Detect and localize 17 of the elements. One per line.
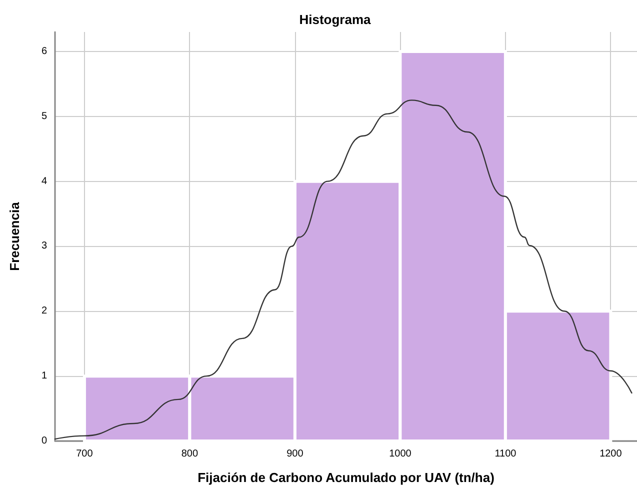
y-tick-label: 3 [41, 240, 48, 252]
y-tick-label: 1 [41, 370, 48, 382]
y-tick-label: 0 [41, 436, 48, 446]
x-tick-label: 1200 [600, 448, 622, 460]
y-axis-title: Frecuencia [7, 201, 22, 271]
x-tick-label: 1100 [494, 448, 517, 460]
x-tick-label: 800 [181, 448, 198, 460]
y-tick-label: 2 [41, 306, 48, 317]
x-tick-label: 700 [76, 448, 94, 460]
x-axis-title: Fijación de Carbono Acumulado por UAV (tn/ha) [198, 470, 494, 485]
chart-title: Histograma [299, 12, 372, 27]
line-series [54, 100, 632, 440]
x-tick-label: 1000 [389, 448, 412, 460]
y-tick-label: 6 [41, 46, 48, 57]
y-tick-label: 4 [41, 176, 48, 187]
y-tick-label: 5 [41, 110, 48, 122]
x-tick-label: 900 [286, 448, 304, 460]
